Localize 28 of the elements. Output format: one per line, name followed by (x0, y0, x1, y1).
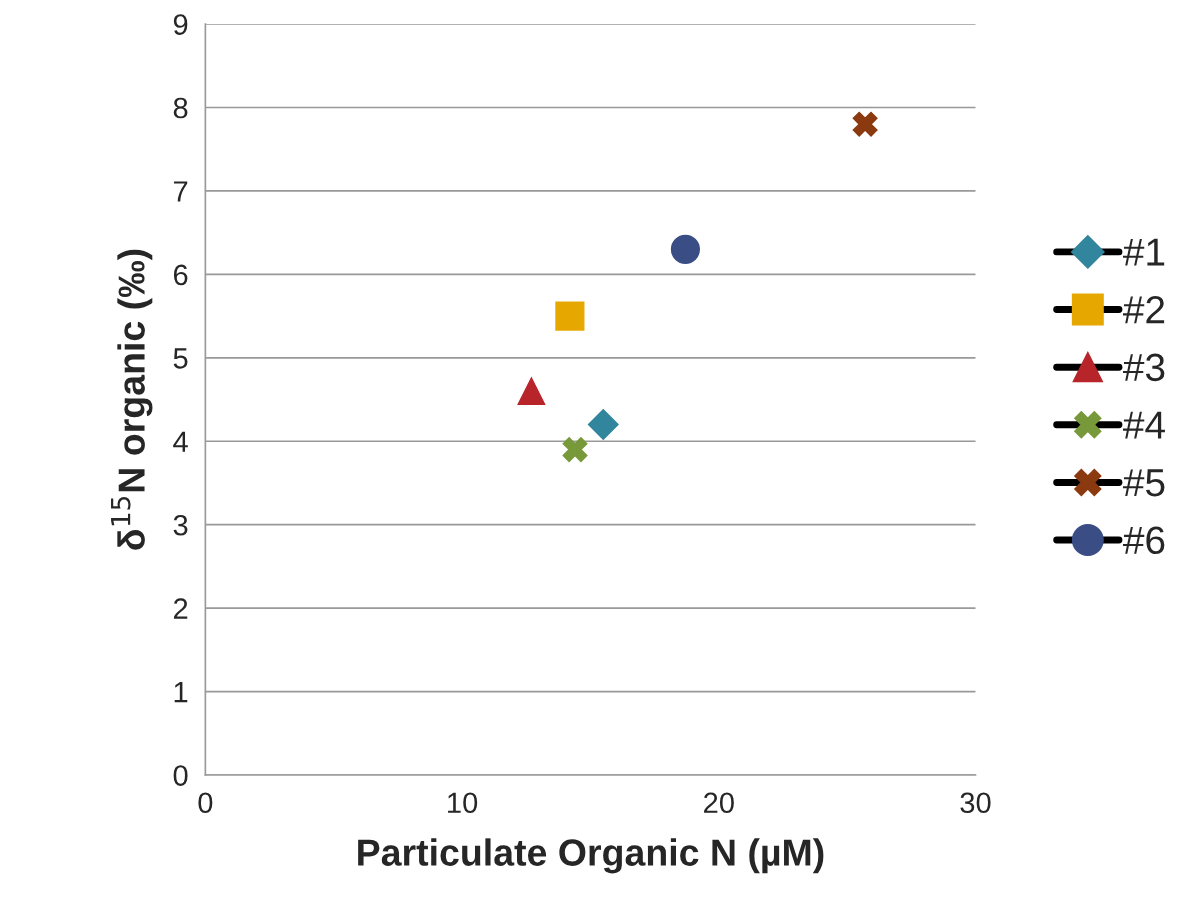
y-tick-label: 5 (173, 348, 188, 369)
x-tick-label: 10 (448, 792, 478, 814)
point (852, 111, 878, 137)
x-tick-label: 20 (704, 792, 734, 814)
point (562, 437, 588, 463)
y-tick-label: 4 (173, 431, 188, 452)
x-tick-label: 0 (198, 792, 213, 814)
y-tick-label: 6 (173, 264, 188, 286)
y-tick-label: 3 (173, 514, 188, 536)
y-tick-label: 1 (174, 682, 188, 703)
y-tick-label: 0 (173, 765, 188, 786)
x-tick-label: 30 (960, 792, 991, 814)
y-tick-label: 2 (173, 598, 188, 619)
y-tick-label: 9 (173, 14, 188, 35)
legend-label: #5 (1122, 469, 1165, 497)
legend-label: #6 (1122, 526, 1165, 555)
y-tick-label: 8 (173, 97, 188, 119)
point (555, 301, 585, 331)
legend-label: #4 (1122, 411, 1165, 439)
point (517, 377, 546, 406)
point (587, 409, 619, 440)
legend-label: #2 (1122, 295, 1165, 324)
y-tick-label: 7 (173, 181, 188, 202)
legend-label: #3 (1122, 353, 1165, 382)
x-axis-title: Particulate Organic N (µM) (358, 838, 824, 874)
legend-label: #1 (1122, 238, 1165, 266)
y-axis-title: δ$^{15}$N organic (‰) (111, 249, 153, 550)
point (670, 234, 700, 264)
